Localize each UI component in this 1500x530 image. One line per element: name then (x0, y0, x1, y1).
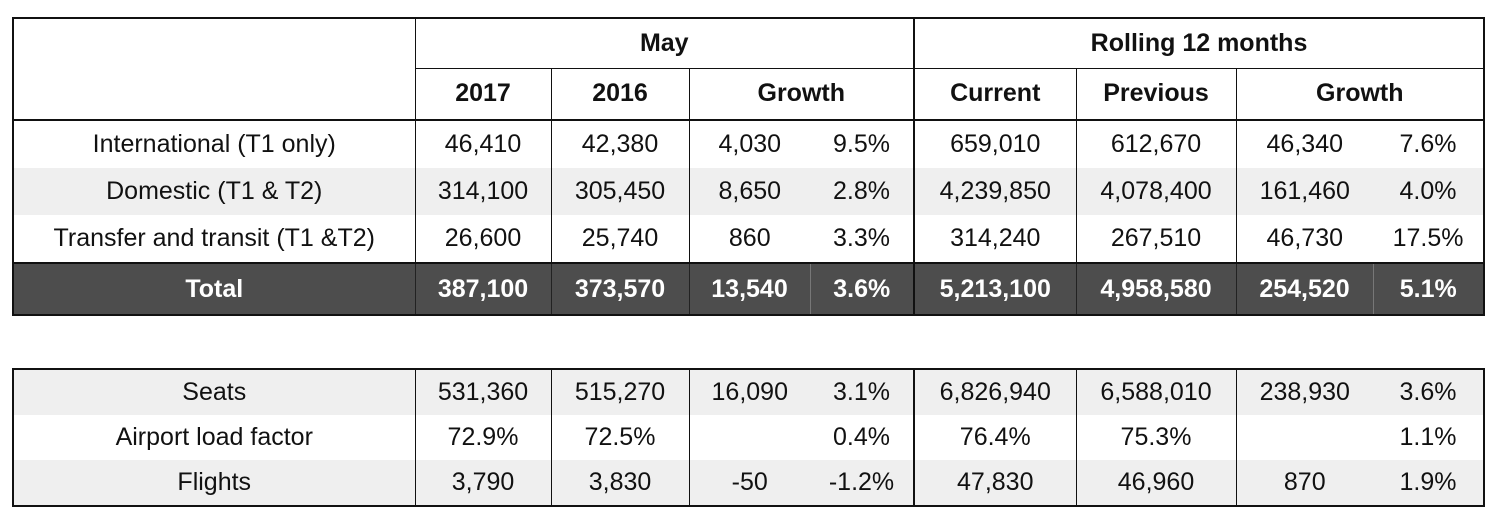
cell: 75.3% (1075, 415, 1236, 460)
cell: 314,240 (913, 215, 1077, 263)
cell: 46,340 (1235, 119, 1374, 168)
header-previous: Previous (1075, 68, 1237, 120)
row-label: Airport load factor (115, 423, 313, 451)
cell: -50 (688, 460, 810, 506)
cell (1235, 415, 1373, 460)
total-cell: 373,570 (550, 262, 689, 315)
header-may-growth: Growth (688, 68, 915, 120)
table-row: Seats 531,360 515,270 16,090 3.1% 6,826,… (13, 369, 1484, 415)
table-row: Transfer and transit (T1 &T2) 26,600 25,… (13, 215, 1484, 263)
cell: 612,670 (1075, 119, 1237, 168)
total-cell: 13,540 (688, 262, 810, 315)
total-cell: 5.1% (1372, 262, 1485, 315)
cell: 3.3% (833, 224, 890, 252)
cell: 3.6% (1373, 369, 1484, 415)
cell: 305,450 (550, 168, 689, 215)
cell: 1.1% (1399, 423, 1457, 451)
cell: 76.4% (913, 415, 1076, 460)
table-row: Airport load factor 72.9% 72.5% 0.4% 76.… (13, 415, 1484, 460)
cell: 860 (688, 215, 810, 263)
cell: 3.1% (810, 369, 914, 415)
total-cell: 5,213,100 (913, 262, 1077, 315)
cell: 659,010 (913, 119, 1077, 168)
cell: 7.6% (1373, 119, 1485, 168)
header-current: Current (913, 68, 1077, 120)
header-2017: 2017 (414, 68, 551, 120)
cell: 46,410 (414, 119, 551, 168)
header-may: May (414, 18, 915, 69)
cell: 515,270 (550, 369, 689, 415)
total-row: Total 387,100 373,570 13,540 3.6% 5,213,… (13, 262, 1485, 315)
header-2016: 2016 (550, 68, 689, 120)
cell: 26,600 (414, 215, 551, 263)
cell: 72.9% (414, 415, 551, 460)
passenger-table: May Rolling 12 months 2017 2016 Growth C… (12, 17, 1486, 316)
cell: 72.5% (550, 415, 689, 460)
cell: 16,090 (688, 369, 810, 415)
cell: 4.0% (1373, 168, 1485, 215)
cell: 6,826,940 (913, 369, 1076, 415)
table-row: Flights 3,790 3,830 -50 -1.2% 47,830 46,… (13, 460, 1484, 506)
cell: 870 (1235, 460, 1373, 506)
row-label: Flights (13, 460, 415, 506)
cell: 8,650 (688, 168, 810, 215)
corner-cell (13, 18, 415, 120)
cell: 161,460 (1235, 168, 1374, 215)
cell: 0.4% (833, 423, 890, 451)
cell (688, 415, 810, 460)
header-rolling: Rolling 12 months (913, 18, 1485, 69)
cell: -1.2% (810, 460, 914, 506)
row-label: Domestic (T1 & T2) (13, 168, 415, 215)
total-label: Total (13, 262, 415, 315)
cell: 531,360 (414, 369, 551, 415)
row-label: Transfer and transit (T1 &T2) (53, 224, 375, 252)
table-row: International (T1 only) 46,410 42,380 4,… (13, 119, 1485, 168)
cell: 267,510 (1075, 215, 1237, 263)
cell: 25,740 (550, 215, 689, 263)
cell: 46,730 (1235, 215, 1374, 263)
cell: 1.9% (1373, 460, 1484, 506)
cell: 42,380 (550, 119, 689, 168)
cell: 4,078,400 (1075, 168, 1237, 215)
cell: 2.8% (810, 168, 915, 215)
cell: 4,239,850 (913, 168, 1077, 215)
capacity-table: Seats 531,360 515,270 16,090 3.1% 6,826,… (12, 368, 1485, 507)
total-cell: 4,958,580 (1075, 262, 1237, 315)
cell: 9.5% (810, 119, 915, 168)
row-label: Seats (13, 369, 415, 415)
cell: 6,588,010 (1075, 369, 1236, 415)
total-cell: 254,520 (1235, 262, 1374, 315)
total-cell: 3.6% (809, 262, 915, 315)
cell: 4,030 (688, 119, 810, 168)
cell: 238,930 (1235, 369, 1373, 415)
total-cell: 387,100 (414, 262, 551, 315)
header-rolling-growth: Growth (1235, 68, 1485, 120)
row-label: International (T1 only) (13, 119, 415, 168)
cell: 17.5% (1392, 224, 1464, 252)
cell: 46,960 (1075, 460, 1236, 506)
cell: 314,100 (414, 168, 551, 215)
cell: 3,790 (414, 460, 551, 506)
table-row: Domestic (T1 & T2) 314,100 305,450 8,650… (13, 168, 1485, 215)
cell: 3,830 (550, 460, 689, 506)
cell: 47,830 (913, 460, 1076, 506)
